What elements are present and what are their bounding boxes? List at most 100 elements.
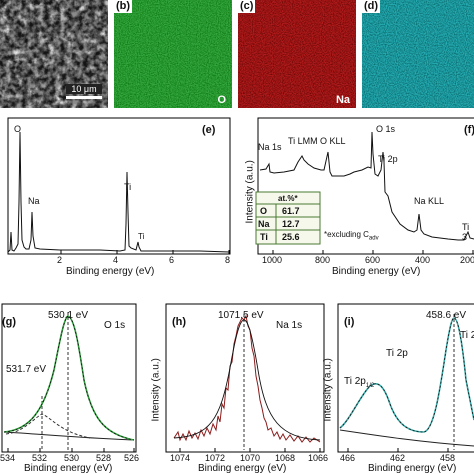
na1s-xtick-1068: 1068 xyxy=(275,453,296,463)
na1s-xtick-1070: 1070 xyxy=(240,453,261,463)
o1s-peak1-label: 530.1 eV xyxy=(48,310,89,321)
survey-peak-ti3: Ti 3 xyxy=(462,222,470,242)
ti2p-xtick-458: 458 xyxy=(440,453,456,463)
eds-x-axis-label: Binding energy (eV) xyxy=(66,266,155,277)
eds-peak-label-ti-1: Ti xyxy=(124,182,132,192)
o1s-xtick-534: 534 xyxy=(0,453,16,463)
na1s-xtick-1072: 1072 xyxy=(205,453,226,463)
eds-plot-frame xyxy=(7,117,231,255)
eds-spectrum-panel: (e) O Na Ti Ti 2 4 6 8 Binding energy (e… xyxy=(0,112,240,280)
ti2p-title: Ti 2p xyxy=(386,348,408,359)
scale-bar-label: 10 μm xyxy=(66,84,102,94)
table-header: at.%* xyxy=(278,194,298,203)
na1s-data xyxy=(173,314,321,443)
na1s-peak-label: 1071.5 eV xyxy=(218,310,264,321)
table-footnote-sub: adv xyxy=(368,235,379,242)
xps-survey-chart xyxy=(255,117,474,255)
survey-xtick-400: 400 xyxy=(415,255,431,265)
ti2p-peak-label: 458.6 eV xyxy=(426,310,467,321)
o1s-title: O 1s xyxy=(104,320,126,331)
na1s-y-axis-label: Intensity (a.u.) xyxy=(150,358,162,422)
ti2p-sub-label: Ti 2p1/2 xyxy=(344,376,374,389)
eds-peak-label-o: O xyxy=(14,124,22,134)
survey-xtick-200: 200 xyxy=(460,255,474,265)
ti2p-background xyxy=(339,429,474,447)
na1s-x-axis-label: Binding energy (eV) xyxy=(198,463,287,474)
na1s-xtick-1066: 1066 xyxy=(308,453,329,463)
table-val-o: 61.7 xyxy=(282,206,300,216)
sem-image xyxy=(0,0,108,108)
survey-peak-okll: O KLL xyxy=(320,136,346,146)
panel-c-label: (c) xyxy=(238,0,256,13)
survey-peak-tilmm: Ti LMM xyxy=(288,136,318,146)
table-el-o: O xyxy=(260,206,268,216)
ti2p-xtick-462: 462 xyxy=(390,453,406,463)
ti2p-sub-label-text: Ti 2p xyxy=(344,376,366,387)
sem-image-panel: 10 μm xyxy=(0,0,108,108)
na1s-plot-frame xyxy=(165,303,325,453)
eds-map-na-texture xyxy=(238,0,356,108)
xps-na1s-chart xyxy=(165,303,325,453)
eds-peak-label-na: Na xyxy=(28,196,40,206)
xps-o1s-panel: (g) O 1s 530.1 eV 531.7 eV 534 532 530 5… xyxy=(0,300,160,474)
element-label-na: Na xyxy=(335,94,350,106)
ti2p-right-label: Ti 2 xyxy=(460,330,474,341)
panel-d-label: (d) xyxy=(362,0,381,13)
eds-xtick-8: 8 xyxy=(225,255,231,265)
xps-ti2p-chart xyxy=(337,303,474,453)
panel-i-label: (i) xyxy=(344,316,355,328)
survey-xtick-1000: 1000 xyxy=(262,255,283,265)
ti2p-plot-frame xyxy=(337,303,474,453)
table-el-ti: Ti xyxy=(260,232,268,242)
table-el-na: Na xyxy=(258,219,270,229)
o1s-background xyxy=(3,431,135,441)
o1s-xtick-532: 532 xyxy=(32,453,48,463)
ti2p-sub-label-index: 1/2 xyxy=(365,383,375,389)
survey-peak-o1s: O 1s xyxy=(376,124,396,134)
survey-peak-nakll: Na KLL xyxy=(414,196,445,206)
o1s-xtick-530: 530 xyxy=(64,453,80,463)
panel-g-label: (g) xyxy=(2,316,17,328)
eds-map-ti-texture xyxy=(362,0,474,108)
eds-xtick-2: 2 xyxy=(57,255,63,265)
panel-h-label: (h) xyxy=(172,316,187,328)
panel-f-label: (f) xyxy=(464,124,474,136)
o1s-xtick-528: 528 xyxy=(96,453,112,463)
na1s-xtick-1074: 1074 xyxy=(170,453,191,463)
eds-map-o-texture xyxy=(114,0,232,108)
table-footnote-text: *excluding C xyxy=(324,230,369,239)
panel-b-label: (b) xyxy=(114,0,133,13)
o1s-component-2 xyxy=(5,413,91,439)
eds-xtick-4: 4 xyxy=(113,255,119,265)
survey-y-axis-label: Intensity (a.u.) xyxy=(244,160,256,224)
table-val-ti: 25.6 xyxy=(282,232,300,242)
scale-bar xyxy=(66,96,102,99)
table-footnote: *excluding Cadv xyxy=(324,230,379,242)
o1s-xtick-526: 526 xyxy=(124,453,140,463)
eds-spectrum-line xyxy=(7,131,230,253)
survey-xtick-800: 800 xyxy=(315,255,331,265)
survey-x-axis-label: Binding energy (eV) xyxy=(332,266,421,277)
o1s-data xyxy=(3,315,135,441)
o1s-fit xyxy=(3,315,135,441)
survey-xtick-600: 600 xyxy=(365,255,381,265)
na1s-fit xyxy=(173,319,321,441)
o1s-plot-frame xyxy=(1,303,137,453)
eds-map-na: (c) Na xyxy=(238,0,356,108)
ti2p-fit xyxy=(339,317,474,433)
ti2p-x-axis-label: Binding energy (eV) xyxy=(368,463,457,474)
o1s-x-axis-label: Binding energy (eV) xyxy=(24,463,113,474)
survey-peak-na1s: Na 1s xyxy=(258,142,282,152)
survey-peak-ti2p: Ti 2p xyxy=(378,154,398,164)
ti2p-xtick-466: 466 xyxy=(340,453,356,463)
xps-o1s-chart xyxy=(1,303,137,453)
xps-ti2p-panel: (i) 458.6 eV Ti 2p Ti 2 Ti 2p1/2 Intensi… xyxy=(320,300,474,474)
eds-xtick-6: 6 xyxy=(169,255,175,265)
eds-spectrum-chart xyxy=(7,117,231,255)
element-label-o: O xyxy=(217,94,226,106)
xps-survey-line xyxy=(259,131,474,241)
panel-e-label: (e) xyxy=(202,124,216,136)
xps-na1s-panel: (h) Na 1s 1071.5 eV Intensity (a.u.) 107… xyxy=(150,300,330,474)
ti2p-y-axis-label: Intensity (a.u.) xyxy=(322,358,334,422)
o1s-peak2-label: 531.7 eV xyxy=(6,364,47,375)
